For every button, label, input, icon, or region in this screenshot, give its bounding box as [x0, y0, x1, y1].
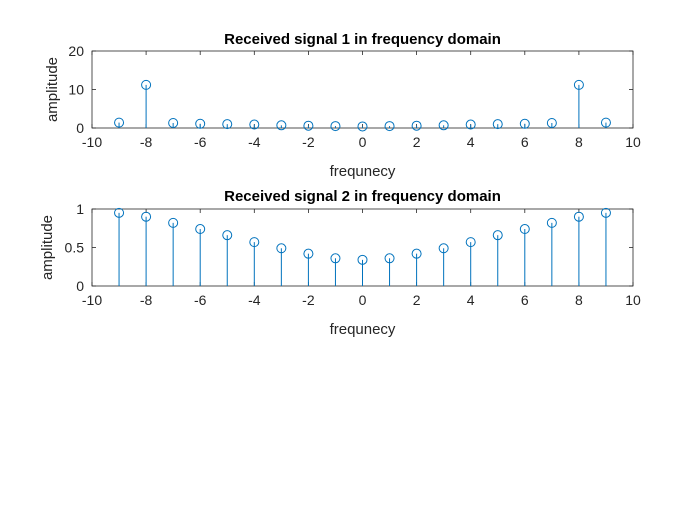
plot-title: Received signal 1 in frequency domain — [224, 31, 501, 48]
y-tick-label: 1 — [76, 201, 84, 217]
stem-marker — [357, 121, 368, 132]
x-axis-label: frequnecy — [330, 321, 396, 338]
stem-marker — [195, 118, 206, 129]
stem-marker — [168, 117, 179, 128]
stem-marker — [168, 217, 179, 228]
stem-marker — [573, 211, 584, 222]
y-tick-label: 0.5 — [65, 240, 85, 256]
y-tick-label: 10 — [68, 82, 84, 98]
stem-marker — [276, 243, 287, 254]
stem-marker — [114, 117, 125, 128]
stem-marker — [141, 79, 152, 90]
x-tick-label: 6 — [521, 292, 529, 308]
stem-marker — [330, 121, 341, 132]
stem-marker — [141, 211, 152, 222]
stem-marker — [465, 119, 476, 130]
stem-marker — [222, 230, 233, 241]
x-tick-label: 2 — [413, 292, 421, 308]
y-axis-label: amplitude — [44, 57, 61, 122]
axis-ticks: -10 -8 -6 -4 -2 0 2 4 6 8 10 0 10 20 — [68, 43, 641, 150]
stem-marker — [438, 120, 449, 131]
x-tick-label: 4 — [467, 134, 475, 150]
x-tick-label: -8 — [140, 134, 153, 150]
x-tick-label: -10 — [82, 292, 102, 308]
stem-marker — [438, 243, 449, 254]
y-tick-label: 0 — [76, 278, 84, 294]
stem-marker — [384, 121, 395, 132]
stem-marker — [600, 117, 611, 128]
stem-series — [114, 79, 611, 132]
stem-marker — [492, 230, 503, 241]
stem-marker — [276, 120, 287, 131]
stem-marker — [249, 119, 260, 130]
subplot-signal-1: Received signal 1 in frequency domain fr… — [44, 31, 641, 180]
x-tick-label: -2 — [302, 292, 315, 308]
x-tick-label: -4 — [248, 292, 261, 308]
stem-marker — [384, 253, 395, 264]
x-axis-label: frequnecy — [330, 163, 396, 180]
axes-box — [91, 50, 634, 129]
x-tick-label: -6 — [194, 292, 207, 308]
x-tick-label: 10 — [625, 134, 641, 150]
stem-marker — [546, 217, 557, 228]
stem-marker — [492, 119, 503, 130]
stem-marker — [411, 120, 422, 131]
x-tick-label: -4 — [248, 134, 261, 150]
x-tick-label: -10 — [82, 134, 102, 150]
stem-marker — [195, 224, 206, 235]
stem-marker — [249, 237, 260, 248]
subplot-signal-2: Received signal 2 in frequency domain fr… — [39, 188, 641, 338]
y-tick-label: 20 — [68, 43, 84, 59]
stem-marker — [411, 248, 422, 259]
y-tick-label: 0 — [76, 120, 84, 136]
x-tick-label: 4 — [467, 292, 475, 308]
stem-marker — [465, 237, 476, 248]
stem-marker — [222, 119, 233, 130]
x-tick-label: -2 — [302, 134, 315, 150]
stem-marker — [303, 248, 314, 259]
stem-marker — [519, 224, 530, 235]
stem-marker — [330, 253, 341, 264]
stem-marker — [600, 207, 611, 218]
x-tick-label: -6 — [194, 134, 207, 150]
plot-title: Received signal 2 in frequency domain — [224, 188, 501, 205]
y-axis-label: amplitude — [39, 215, 56, 280]
stem-series — [114, 207, 611, 286]
x-tick-label: 6 — [521, 134, 529, 150]
x-tick-label: 8 — [575, 292, 583, 308]
x-tick-label: -8 — [140, 292, 153, 308]
x-tick-label: 8 — [575, 134, 583, 150]
stem-marker — [546, 117, 557, 128]
x-tick-label: 2 — [413, 134, 421, 150]
stem-marker — [303, 120, 314, 131]
stem-marker — [357, 254, 368, 265]
x-tick-label: 0 — [359, 134, 367, 150]
stem-marker — [573, 79, 584, 90]
x-tick-label: 0 — [359, 292, 367, 308]
x-tick-label: 10 — [625, 292, 641, 308]
stem-marker — [519, 118, 530, 129]
stem-marker — [114, 207, 125, 218]
